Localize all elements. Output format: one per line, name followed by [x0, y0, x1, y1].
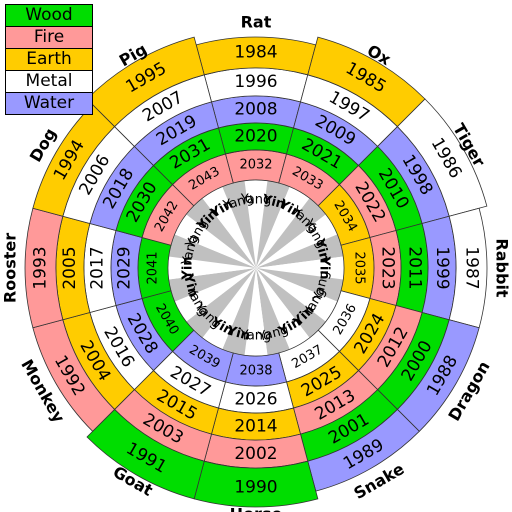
wedge [256, 186, 310, 268]
year-label: 2032 [239, 158, 272, 173]
year-label: 2035 [352, 251, 367, 284]
wedge [244, 268, 268, 357]
yin-label: Yin [181, 256, 196, 280]
wedge [244, 180, 268, 268]
year-cell [86, 36, 205, 128]
year-label: 1987 [462, 246, 482, 289]
wedge [222, 180, 256, 268]
wedge [256, 268, 338, 322]
yin-yang-wedges [168, 180, 345, 357]
yin-label: Yin [180, 272, 201, 299]
animal-name-rabbit: Rabbit [493, 238, 512, 298]
wedge [202, 186, 256, 268]
year-cells: 2032202020081996198420332021200919971985… [24, 36, 488, 508]
wedge [174, 268, 256, 322]
yin-label: Yin [317, 255, 332, 279]
animal-name-rat: Rat [241, 13, 272, 32]
year-label: 2014 [234, 417, 277, 437]
wedge [256, 268, 290, 356]
legend-item-wood: Wood [6, 5, 92, 27]
animal-name-rooster: Rooster [1, 233, 20, 303]
wedge [168, 256, 256, 280]
wedge [202, 268, 256, 350]
wedge [168, 268, 256, 302]
year-label: 2017 [88, 246, 108, 289]
wedge [222, 268, 256, 356]
year-label: 2023 [378, 246, 398, 289]
legend-item-earth: Earth [6, 49, 92, 71]
year-label: 2011 [405, 246, 425, 289]
year-label: 2038 [239, 364, 272, 379]
wedge [168, 234, 256, 268]
legend-item-water: Water [6, 93, 92, 114]
wedge [186, 268, 256, 338]
year-label: 1993 [31, 246, 51, 289]
year-label: 2041 [146, 251, 161, 284]
wedge [256, 180, 290, 268]
wedge [256, 234, 344, 268]
wedge [256, 214, 338, 268]
animal-name-horse: Horse [230, 505, 283, 512]
year-label: 2020 [234, 127, 277, 147]
year-label: 2029 [115, 246, 135, 289]
wedge [256, 268, 310, 350]
year-label: 1990 [234, 478, 277, 498]
wedge [256, 268, 326, 338]
wedge [186, 198, 256, 268]
yang-label: Yang [240, 193, 272, 208]
year-label: 2026 [234, 390, 277, 410]
wedge [256, 256, 345, 280]
wedge [174, 214, 256, 268]
wedge [256, 198, 326, 268]
year-label: 1996 [234, 72, 277, 92]
year-label: 2008 [234, 100, 277, 120]
element-legend: Wood Fire Earth Metal Water [5, 4, 93, 115]
yin-label: Yin [311, 236, 332, 263]
year-label: 2005 [60, 246, 80, 289]
yang-label: Yang [240, 329, 272, 344]
legend-item-metal: Metal [6, 71, 92, 93]
yin-label: Yin [224, 323, 251, 344]
year-label: 2002 [234, 444, 277, 464]
year-label: 1984 [234, 43, 277, 63]
wedge [256, 268, 344, 302]
legend-item-fire: Fire [6, 27, 92, 49]
yin-label: Yin [260, 192, 287, 213]
year-label: 1999 [432, 246, 452, 289]
